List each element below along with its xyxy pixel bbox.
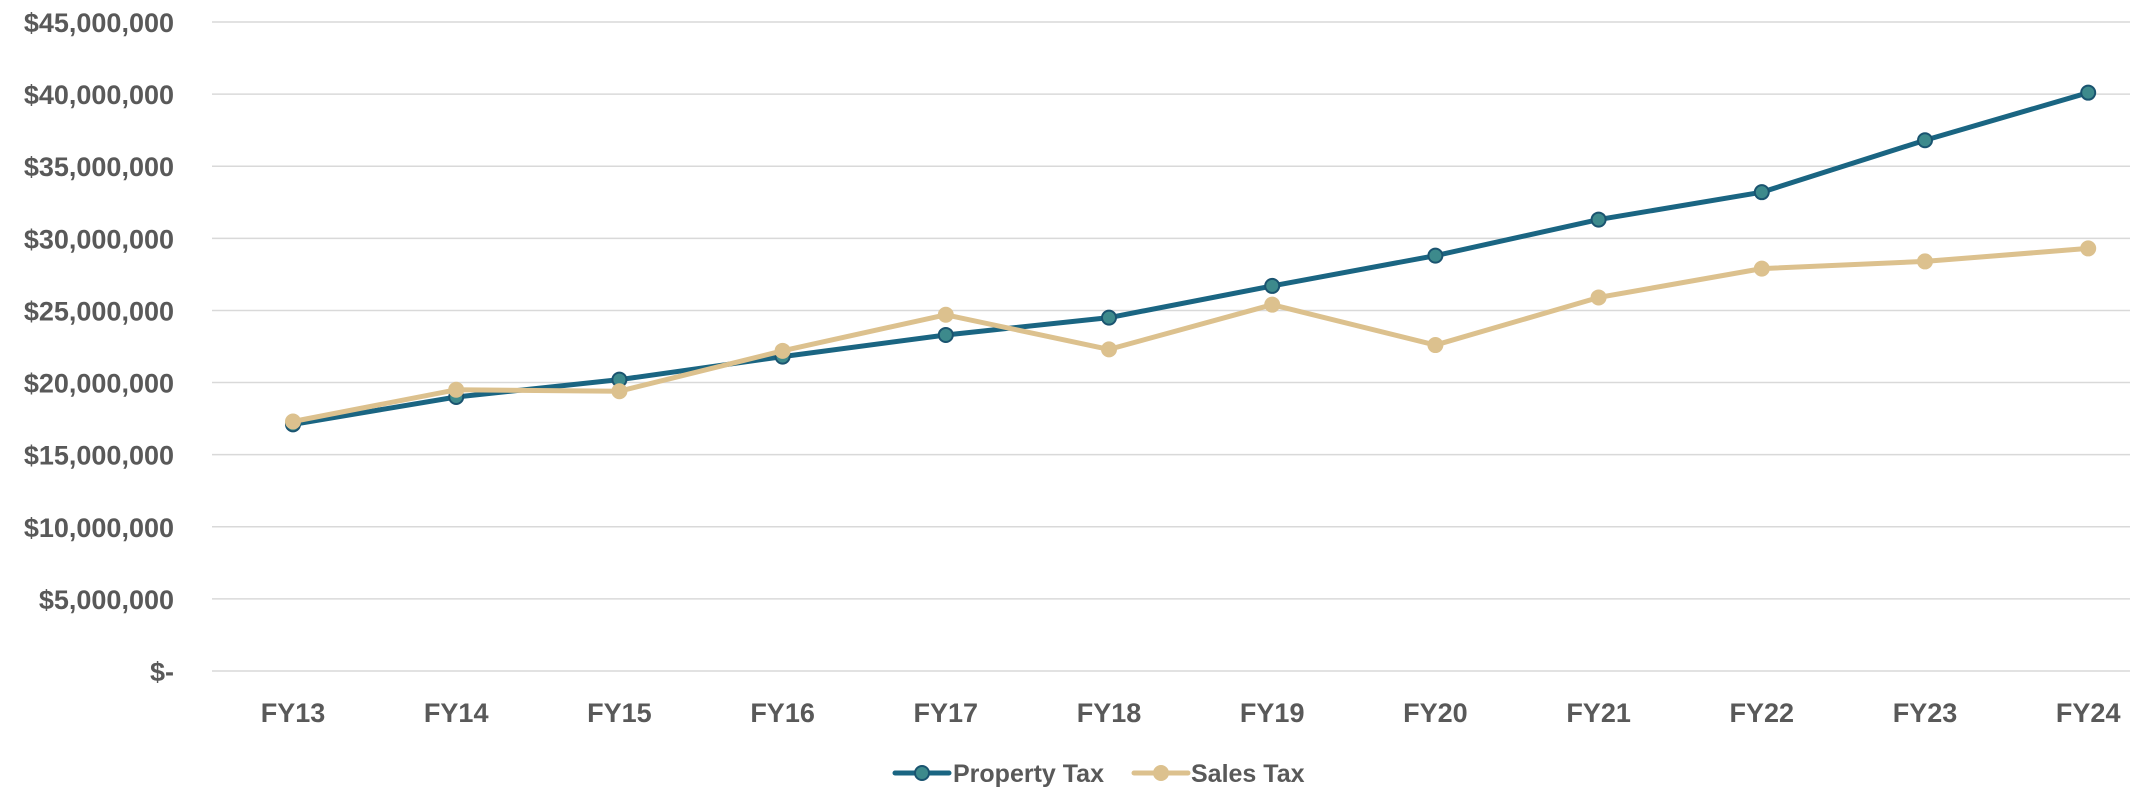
x-tick-label: FY18	[1077, 698, 1142, 728]
x-tick-label: FY17	[914, 698, 979, 728]
data-point	[937, 326, 954, 343]
y-tick-label: $-	[150, 657, 174, 687]
data-point	[937, 306, 954, 323]
data-point	[1753, 184, 1770, 201]
data-point	[1101, 309, 1117, 326]
series-line-property-tax	[290, 90, 2091, 427]
y-tick-label: $5,000,000	[39, 585, 174, 615]
x-tick-label: FY21	[1566, 698, 1631, 728]
data-point	[1264, 296, 1281, 313]
y-tick-label: $15,000,000	[24, 441, 174, 471]
legend-swatch-marker	[914, 765, 930, 781]
gridlines	[212, 21, 2130, 672]
data-point	[1917, 253, 1933, 270]
data-point	[1264, 277, 1281, 294]
data-point	[1917, 132, 1933, 149]
data-point	[1753, 260, 1770, 277]
x-tick-label: FY20	[1403, 698, 1468, 728]
y-tick-label: $10,000,000	[24, 513, 174, 543]
data-point	[1590, 289, 1607, 306]
series-lines	[285, 84, 2097, 433]
y-tick-label: $20,000,000	[24, 369, 174, 399]
data-point	[448, 381, 465, 398]
data-point	[2080, 240, 2097, 257]
y-tick-label: $25,000,000	[24, 296, 174, 326]
data-point	[774, 342, 791, 359]
y-tick-label: $40,000,000	[24, 80, 174, 110]
x-tick-label: FY24	[2056, 698, 2121, 728]
x-tick-label: FY13	[261, 698, 326, 728]
x-tick-label: FY16	[750, 698, 815, 728]
data-point	[1427, 337, 1444, 354]
data-point	[2080, 84, 2097, 101]
legend-label: Property Tax	[953, 760, 1104, 787]
data-point	[285, 413, 301, 430]
legend: Property Tax Sales Tax	[892, 760, 1305, 787]
x-tick-label: FY14	[424, 698, 489, 728]
data-point	[611, 383, 628, 400]
data-point	[1590, 211, 1607, 228]
legend-swatch-marker	[1153, 765, 1169, 781]
x-axis-ticks: FY13 FY14 FY15 FY16 FY17 FY18 FY19 FY20 FY21 FY22…	[261, 698, 2121, 728]
x-tick-label: FY22	[1730, 698, 1795, 728]
series-line-sales-tax	[290, 245, 2091, 424]
y-axis-ticks: $- $5,000,000 $10,000,000 $15,000,000 $20,00…	[24, 8, 174, 687]
y-tick-label: $35,000,000	[24, 152, 174, 182]
x-tick-label: FY15	[587, 698, 652, 728]
y-tick-label: $45,000,000	[24, 8, 174, 38]
data-point	[1101, 341, 1117, 358]
x-tick-label: FY23	[1893, 698, 1958, 728]
legend-label: Sales Tax	[1191, 760, 1305, 787]
x-tick-label: FY19	[1240, 698, 1305, 728]
y-tick-label: $30,000,000	[24, 224, 174, 254]
data-point	[1427, 247, 1444, 264]
